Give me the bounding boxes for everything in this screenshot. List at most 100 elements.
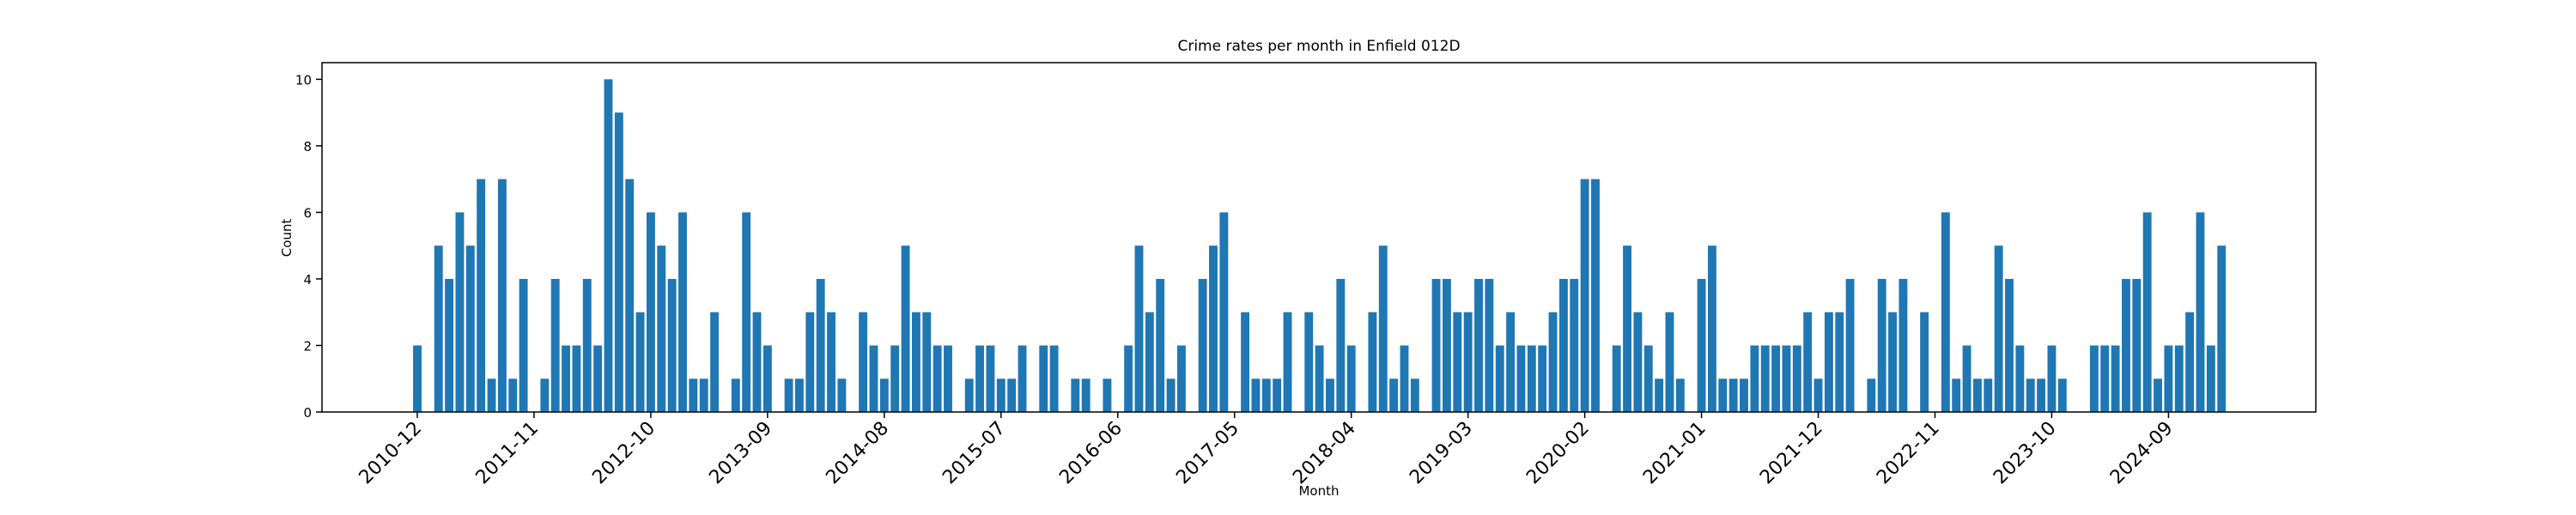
x-tick-label: 2015-07 [939, 418, 1010, 489]
bar [1506, 312, 1516, 412]
bar [1972, 379, 1982, 412]
bar [2089, 345, 2099, 412]
bar [1198, 278, 1207, 412]
bar [2132, 278, 2142, 412]
bar [1134, 245, 1144, 412]
bar [667, 278, 677, 412]
x-tick-label: 2010-12 [355, 418, 427, 489]
bar [1315, 345, 1324, 412]
bar [2005, 278, 2014, 412]
bar [1495, 345, 1504, 412]
x-tick-label: 2012-10 [588, 418, 659, 489]
y-tick-label: 8 [303, 139, 312, 154]
bar [2026, 379, 2035, 412]
bar [593, 345, 603, 412]
bar [1920, 312, 1929, 412]
bar [465, 245, 475, 412]
bar [1431, 278, 1441, 412]
bar [657, 245, 666, 412]
bar [1867, 379, 1876, 412]
bar [1156, 278, 1165, 412]
bar [1007, 379, 1017, 412]
bar [1655, 379, 1664, 412]
bar [1474, 278, 1483, 412]
bar [859, 312, 868, 412]
bar [1612, 345, 1621, 412]
bar [562, 345, 570, 412]
x-tick-label: 2021-12 [1756, 418, 1827, 489]
bar [699, 379, 708, 412]
bar [2057, 379, 2067, 412]
chart-title: Crime rates per month in Enfield 012D [1177, 38, 1460, 55]
bar [964, 379, 974, 412]
bar [1018, 345, 1027, 412]
bar [795, 379, 804, 412]
bar [1952, 379, 1961, 412]
bar [1176, 345, 1186, 412]
bar [2100, 345, 2110, 412]
bar [508, 379, 518, 412]
bar [1782, 345, 1791, 412]
bar [1368, 312, 1377, 412]
bar [1241, 312, 1250, 412]
bar [434, 245, 443, 412]
bar [879, 379, 889, 412]
y-tick-label: 0 [303, 405, 312, 421]
bar [975, 345, 985, 412]
bar [646, 212, 655, 412]
bar [1081, 379, 1091, 412]
bar [1538, 345, 1547, 412]
bar [805, 312, 815, 412]
bar [1516, 345, 1526, 412]
bar [2142, 212, 2152, 412]
bar [497, 179, 507, 412]
bar [1718, 379, 1728, 412]
bar [731, 379, 740, 412]
bar [2196, 212, 2205, 412]
bar [2206, 345, 2215, 412]
bar [762, 345, 772, 412]
bar [1760, 345, 1770, 412]
bar [1623, 245, 1631, 412]
bar [1103, 379, 1112, 412]
bar [1740, 379, 1748, 412]
x-tick-label: 2024-09 [2106, 418, 2178, 489]
x-tick-label: 2013-09 [705, 418, 776, 489]
bar [1633, 312, 1643, 412]
bar [540, 379, 550, 412]
bar [1888, 312, 1897, 412]
bar [2174, 345, 2184, 412]
x-tick-label: 2011-11 [472, 418, 544, 489]
y-tick-label: 4 [303, 272, 312, 288]
bar [604, 79, 613, 412]
bar [625, 179, 635, 412]
bar [1728, 379, 1738, 412]
x-tick-label: 2017-05 [1172, 418, 1243, 489]
bar [550, 278, 560, 412]
bar [869, 345, 878, 412]
bar [1814, 379, 1823, 412]
bar [816, 278, 825, 412]
bar [1273, 379, 1282, 412]
bar [1558, 278, 1568, 412]
bar [519, 278, 528, 412]
bar [1665, 312, 1674, 412]
bar [1697, 278, 1706, 412]
bar [2217, 245, 2227, 412]
bar [413, 345, 422, 412]
bar [1378, 245, 1388, 412]
x-tick-label: 2016-06 [1055, 418, 1127, 489]
bar [710, 312, 720, 412]
bar [1771, 345, 1781, 412]
bar [1527, 345, 1536, 412]
bar [1803, 312, 1813, 412]
bar [572, 345, 581, 412]
bar [1591, 179, 1600, 412]
bar [1824, 312, 1833, 412]
bar [1707, 245, 1716, 412]
x-tick-label: 2018-04 [1289, 418, 1360, 489]
bar [678, 212, 687, 412]
axes-frame [321, 62, 2317, 413]
bar [1580, 179, 1589, 412]
